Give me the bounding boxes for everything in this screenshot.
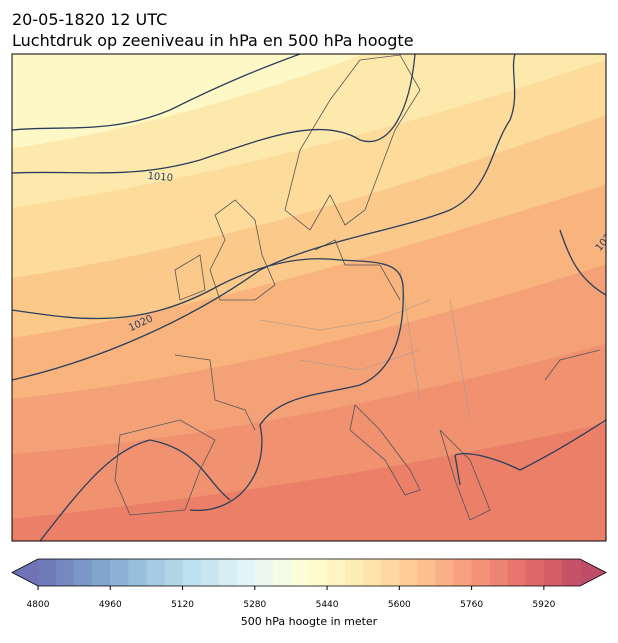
colorbar-band — [435, 559, 455, 586]
tick-label: 4800 — [27, 600, 50, 610]
map: 1010 1020 1020 — [12, 54, 606, 541]
tick-label: 5600 — [388, 600, 411, 610]
colorbar-band — [290, 559, 310, 586]
colorbar-band — [74, 559, 93, 586]
colorbar-outline — [11, 558, 607, 587]
colorbar-label: 500 hPa hoogte in meter — [241, 615, 378, 628]
colorbar-band — [236, 559, 256, 586]
colorbar-band — [218, 559, 238, 586]
contour-label: 1010 — [147, 171, 173, 184]
tick-label: 5440 — [316, 600, 339, 610]
colorbar-band — [327, 559, 346, 586]
colorbar-band — [561, 559, 581, 586]
colorbar-band — [128, 559, 147, 586]
colorbar-band — [164, 559, 184, 586]
colorbar-band — [345, 559, 364, 586]
map-frame — [11, 53, 607, 542]
colorbar-band — [38, 559, 57, 586]
tick-label: 5120 — [171, 600, 194, 610]
colorbar-band — [146, 559, 165, 586]
colorbar-band — [471, 559, 491, 586]
tick-label: 5280 — [243, 600, 266, 610]
colorbar-band — [272, 559, 292, 586]
colorbar-band — [453, 559, 473, 586]
colorbar-band — [543, 559, 563, 586]
colorbar-band — [399, 559, 418, 586]
tick-label: 4960 — [99, 600, 122, 610]
colorbar-band — [525, 559, 545, 586]
colorbar-band — [110, 559, 129, 586]
colorbar-band — [56, 559, 75, 586]
tick-label: 5920 — [532, 600, 555, 610]
colorbar-band — [182, 559, 202, 586]
colorbar-band — [200, 559, 220, 586]
map-title: Luchtdruk op zeeniveau in hPa en 500 hPa… — [12, 31, 414, 50]
colorbar-band — [417, 559, 436, 586]
colorbar-band — [309, 559, 328, 586]
colorbar-extend — [580, 559, 606, 586]
tick-label: 5760 — [460, 600, 483, 610]
colorbar-band — [254, 559, 274, 586]
date-title: 20-05-1820 12 UTC — [12, 10, 167, 29]
colorbar-band — [363, 559, 382, 586]
colorbar-extend — [12, 559, 38, 586]
colorbar-band — [489, 559, 509, 586]
colorbar-band — [381, 559, 400, 586]
colorbar-band — [92, 559, 111, 586]
colorbar-band — [507, 559, 527, 586]
colorbar: 4800 4960 5120 5280 5440 5600 5760 5920 — [11, 558, 607, 610]
